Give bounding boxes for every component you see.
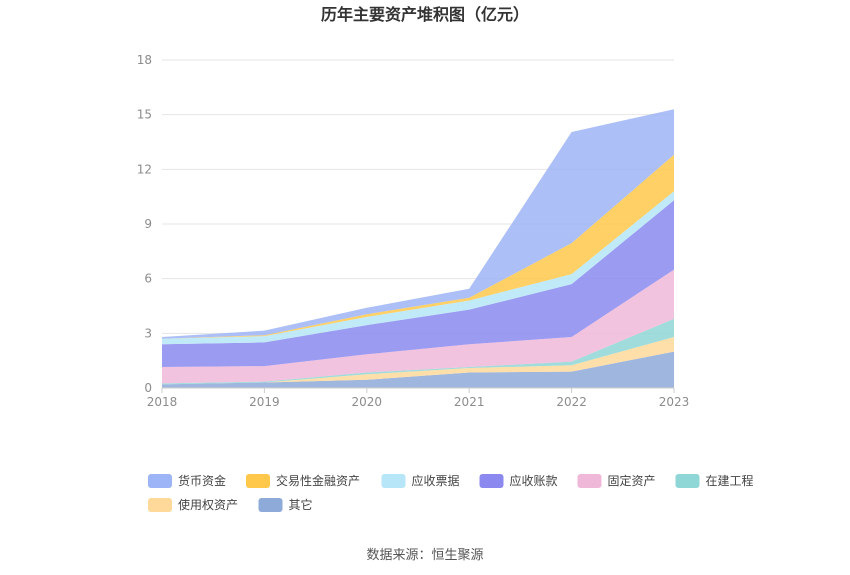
legend-item[interactable]: 在建工程 — [675, 473, 754, 488]
data-source: 数据来源：恒生聚源 — [366, 548, 483, 563]
legend-item[interactable]: 应收票据 — [381, 473, 460, 488]
area-series-0 — [162, 351, 674, 388]
area-series-5 — [162, 191, 674, 345]
x-tick-label: 2022 — [556, 395, 587, 409]
x-tick-label: 2023 — [659, 395, 690, 409]
x-tick-label: 2018 — [147, 395, 178, 409]
x-tick-label: 2021 — [454, 395, 485, 409]
x-tick-label: 2019 — [249, 395, 280, 409]
legend-swatch — [577, 474, 602, 488]
legend-label: 交易性金融资产 — [276, 473, 360, 488]
legend-swatch — [148, 498, 172, 512]
area-series-3 — [162, 269, 674, 384]
legend-item[interactable]: 使用权资产 — [148, 497, 238, 512]
area-series-6 — [162, 154, 674, 339]
y-tick-label: 6 — [144, 272, 152, 286]
chart-title: 历年主要资产堆积图（亿元） — [321, 5, 529, 24]
y-tick-label: 0 — [144, 381, 152, 395]
legend-label: 货币资金 — [178, 473, 226, 488]
legend-swatch — [479, 474, 504, 488]
legend-label: 应收票据 — [412, 473, 460, 488]
legend-swatch — [381, 474, 406, 488]
legend-item[interactable]: 应收账款 — [479, 473, 558, 488]
legend-item[interactable]: 货币资金 — [148, 473, 226, 488]
legend-label: 固定资产 — [608, 473, 656, 488]
legend-label: 在建工程 — [706, 473, 754, 488]
legend-swatch — [675, 474, 700, 488]
legend-swatch — [148, 474, 172, 488]
y-tick-label: 15 — [137, 108, 152, 122]
area-series-1 — [162, 337, 674, 385]
y-tick-label: 9 — [144, 217, 152, 231]
x-tick-label: 2020 — [352, 395, 383, 409]
legend-label: 应收账款 — [510, 473, 558, 488]
legend-item[interactable]: 固定资产 — [577, 473, 656, 488]
area-series-7 — [162, 109, 674, 339]
legend-item[interactable]: 交易性金融资产 — [246, 473, 360, 488]
legend-item[interactable]: 其它 — [258, 497, 313, 512]
legend-swatch — [258, 498, 283, 512]
legend-swatch — [246, 474, 270, 488]
legend-label: 使用权资产 — [178, 497, 238, 512]
y-tick-label: 3 — [144, 326, 152, 340]
y-tick-label: 12 — [137, 162, 152, 176]
legend-label: 其它 — [289, 497, 313, 512]
y-tick-label: 18 — [137, 53, 152, 67]
area-series-4 — [162, 200, 674, 367]
area-series — [162, 109, 674, 388]
axes: 0 3 6 9 12 15 18 2018 2019 2020 2021 2022 2023 — [137, 53, 690, 409]
